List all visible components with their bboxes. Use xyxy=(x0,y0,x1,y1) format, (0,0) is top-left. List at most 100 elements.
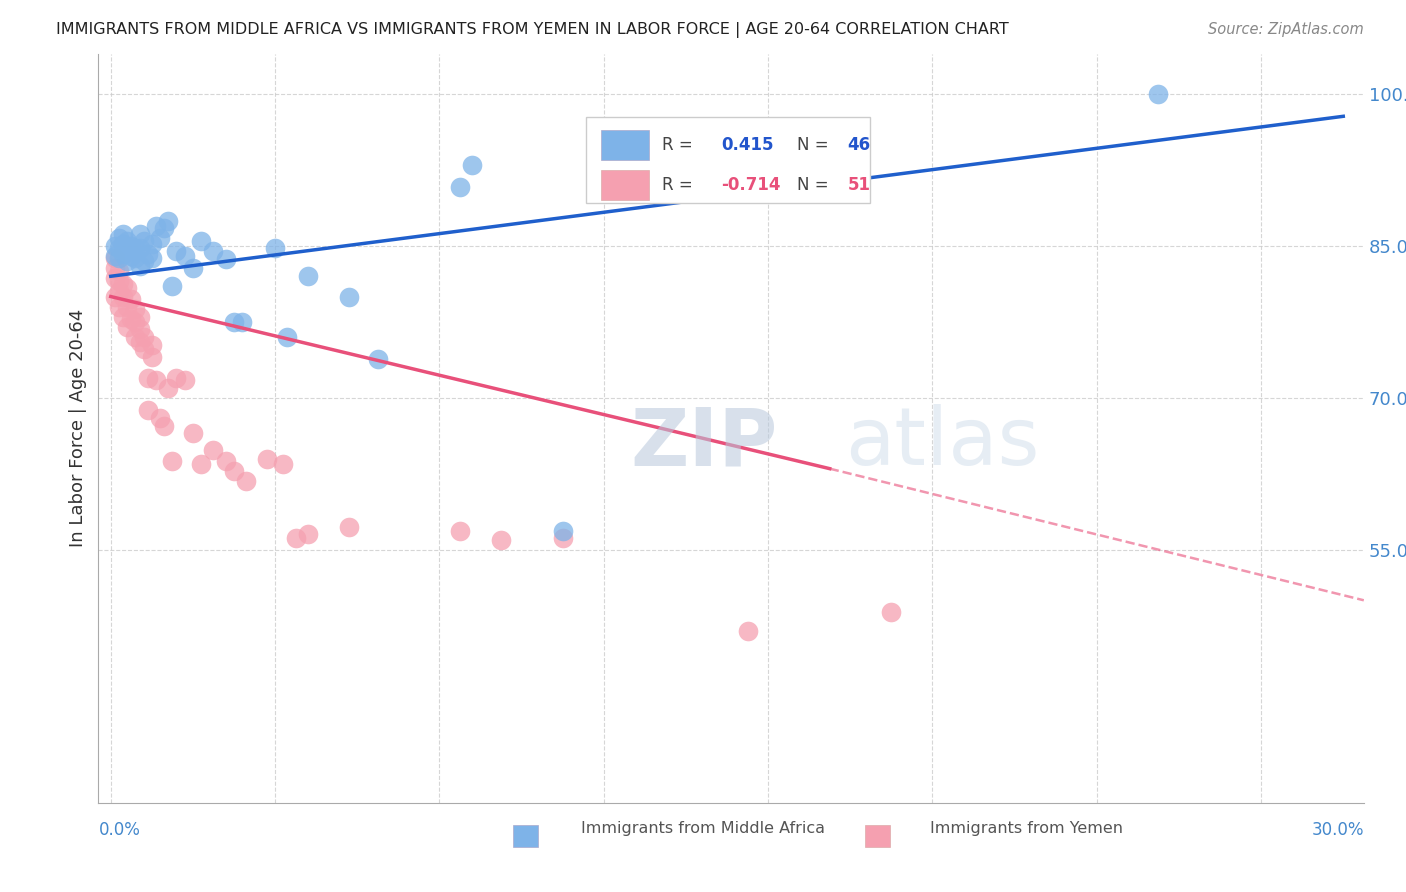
Point xyxy=(112,227,135,241)
Point xyxy=(695,153,717,167)
Point xyxy=(128,310,150,324)
Point xyxy=(124,330,146,344)
Point xyxy=(202,443,225,458)
Point xyxy=(108,231,131,245)
Text: Immigrants from Middle Africa: Immigrants from Middle Africa xyxy=(581,821,825,836)
Point xyxy=(115,244,138,258)
Point xyxy=(120,239,142,253)
Point xyxy=(128,259,150,273)
Point xyxy=(112,247,135,261)
Point xyxy=(256,451,278,466)
Point xyxy=(149,231,172,245)
Point xyxy=(157,213,180,227)
Point xyxy=(120,311,142,326)
Point xyxy=(141,251,163,265)
Point xyxy=(202,244,225,258)
Point xyxy=(132,254,155,268)
Point xyxy=(231,315,253,329)
Point xyxy=(181,261,204,276)
Point xyxy=(128,335,150,350)
Point xyxy=(136,247,159,261)
Bar xyxy=(600,130,648,160)
Point xyxy=(108,274,131,288)
Text: IMMIGRANTS FROM MIDDLE AFRICA VS IMMIGRANTS FROM YEMEN IN LABOR FORCE | AGE 20-6: IMMIGRANTS FROM MIDDLE AFRICA VS IMMIGRA… xyxy=(56,22,1010,38)
Point xyxy=(190,234,212,248)
Text: R =: R = xyxy=(661,136,692,154)
Point xyxy=(235,474,257,488)
Point xyxy=(115,319,138,334)
Point xyxy=(162,279,184,293)
Point xyxy=(112,289,135,303)
Point xyxy=(489,533,512,547)
Point xyxy=(136,403,159,417)
Text: 46: 46 xyxy=(848,136,870,154)
Point xyxy=(104,261,127,276)
Point xyxy=(215,453,238,467)
Point xyxy=(128,227,150,241)
Point xyxy=(461,158,484,172)
Point xyxy=(104,251,127,265)
Point xyxy=(115,234,138,248)
Point xyxy=(297,527,319,541)
Point xyxy=(162,453,184,467)
Text: 30.0%: 30.0% xyxy=(1312,821,1364,838)
Point xyxy=(104,289,127,303)
Point xyxy=(145,373,167,387)
Point xyxy=(551,531,574,545)
Text: -0.714: -0.714 xyxy=(721,176,780,194)
Point xyxy=(166,370,188,384)
Point xyxy=(104,239,127,253)
Point xyxy=(120,249,142,263)
Point xyxy=(1147,87,1170,101)
Point xyxy=(149,411,172,425)
Point xyxy=(284,531,307,545)
Point xyxy=(132,342,155,356)
Text: R =: R = xyxy=(661,176,692,194)
Point xyxy=(132,234,155,248)
Point xyxy=(145,219,167,233)
Point xyxy=(128,322,150,336)
Point xyxy=(337,289,360,303)
Point xyxy=(141,236,163,251)
Point xyxy=(104,249,127,263)
Point xyxy=(276,330,298,344)
Point xyxy=(367,352,389,367)
Point xyxy=(136,370,159,384)
Point xyxy=(737,624,759,638)
Point xyxy=(141,338,163,352)
Point xyxy=(124,251,146,265)
Point xyxy=(173,249,195,263)
Point xyxy=(449,524,471,539)
Point xyxy=(153,419,176,434)
Text: N =: N = xyxy=(797,136,828,154)
Point xyxy=(132,330,155,344)
Point xyxy=(141,351,163,365)
Point xyxy=(337,520,360,534)
Point xyxy=(108,300,131,314)
Point xyxy=(153,220,176,235)
Point xyxy=(112,236,135,251)
Point xyxy=(880,606,903,620)
Point xyxy=(112,310,135,324)
Point xyxy=(264,241,287,255)
Point xyxy=(222,464,245,478)
Point xyxy=(166,244,188,258)
Bar xyxy=(600,169,648,200)
Point xyxy=(104,271,127,285)
Text: ZIP: ZIP xyxy=(630,404,778,483)
Point xyxy=(108,264,131,278)
Point xyxy=(551,524,574,539)
Point xyxy=(271,457,294,471)
Text: N =: N = xyxy=(797,176,828,194)
Point xyxy=(115,300,138,314)
Point xyxy=(112,277,135,292)
FancyBboxPatch shape xyxy=(585,117,870,203)
Point xyxy=(124,241,146,255)
Point xyxy=(108,285,131,299)
Text: atlas: atlas xyxy=(845,404,1039,483)
Point xyxy=(120,292,142,306)
Point xyxy=(215,252,238,266)
Point xyxy=(115,254,138,268)
Point xyxy=(108,241,131,255)
Text: Source: ZipAtlas.com: Source: ZipAtlas.com xyxy=(1208,22,1364,37)
